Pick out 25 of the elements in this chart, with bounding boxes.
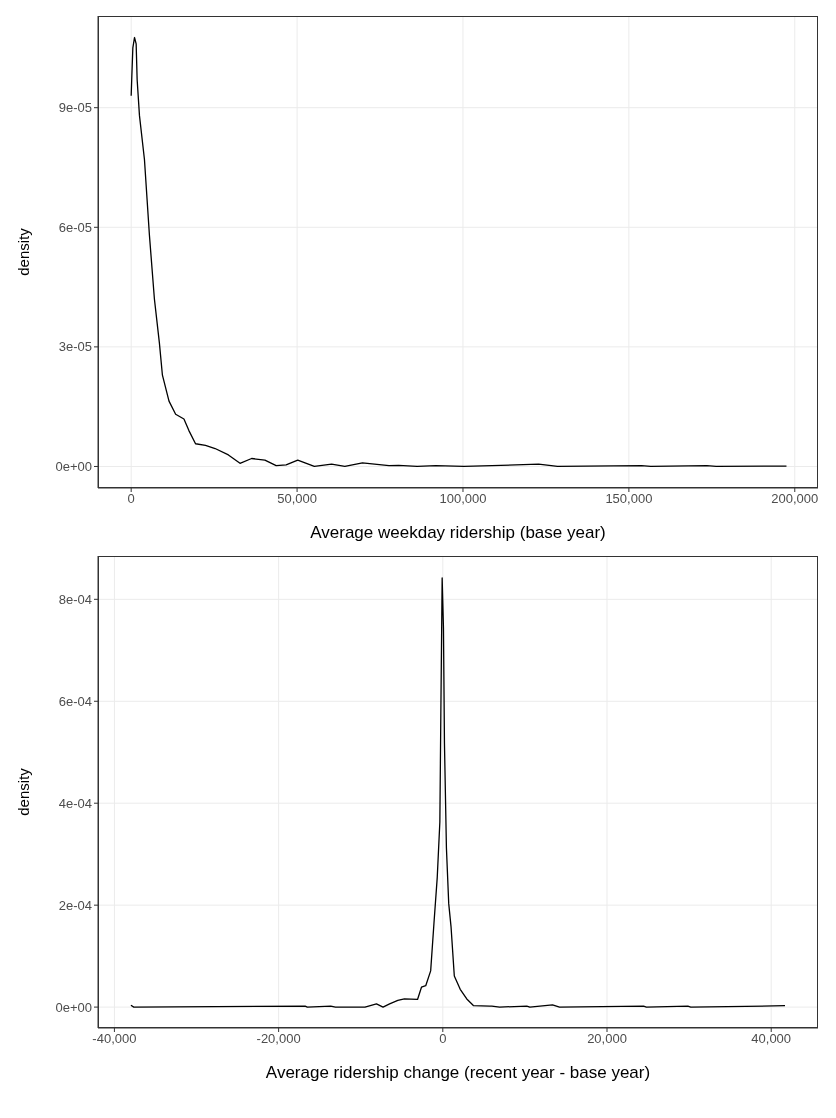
x-axis-title: Average ridership change (recent year - base year) [265,1063,651,1082]
line-series [130,36,788,468]
x-axis-title: Average weekday ridership (base year) [310,523,606,542]
y-tick-label: 6e-05 [58,219,92,235]
y-axis-title: density [15,767,33,816]
y-tick-label: 0e+00 [55,999,92,1015]
y-tick-label: 4e-04 [58,795,92,811]
x-tick-label: 200,000 [771,491,819,507]
x-tick-label: 0 [127,491,135,507]
x-tick-label: 50,000 [277,491,317,507]
y-tick-label: 6e-04 [58,693,92,709]
y-tick-label: 9e-05 [58,100,92,116]
x-tick-label: 0 [439,1031,447,1047]
y-tick-label: 2e-04 [58,897,92,913]
line-series [130,577,786,1008]
x-tick-label: -20,000 [256,1031,301,1047]
x-tick-label: 40,000 [751,1031,792,1047]
y-axis-title: density [15,227,33,276]
y-tick-label: 8e-04 [58,591,92,607]
x-tick-label: 20,000 [587,1031,627,1047]
y-tick-label: 0e+00 [55,459,92,475]
x-tick-label: 100,000 [439,491,487,507]
y-tick-label: 3e-05 [58,339,92,355]
x-tick-label: 150,000 [605,491,653,507]
x-tick-label: -40,000 [92,1031,137,1047]
